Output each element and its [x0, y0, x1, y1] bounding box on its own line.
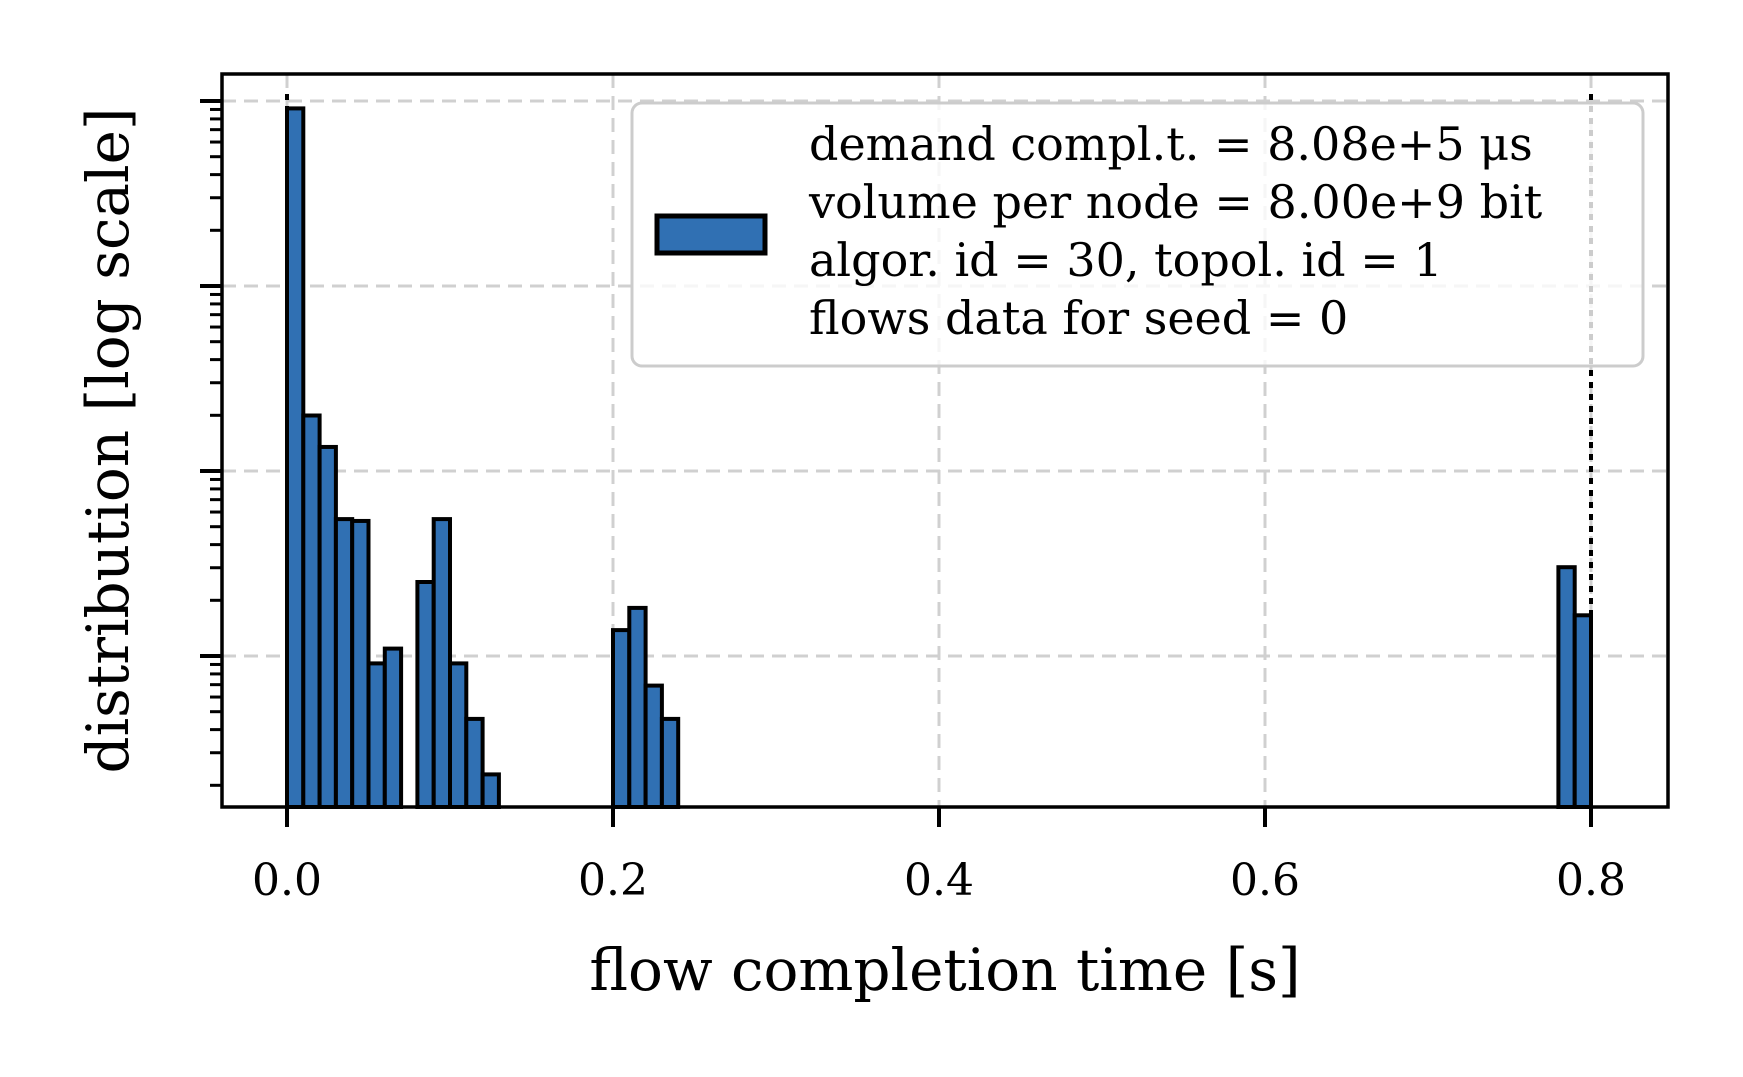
histogram-bar [1556, 565, 1577, 810]
y-axis-ticks [200, 99, 222, 787]
legend-entry: demand compl.t. = 8.08e+5 μs [809, 117, 1533, 171]
histogram-bar [611, 628, 632, 809]
histogram-bar [448, 661, 469, 810]
legend-entry: volume per node = 8.00e+9 bit [808, 175, 1543, 229]
histogram-bar [480, 772, 501, 810]
x-tick-label: 0.2 [578, 855, 648, 906]
legend-swatch [654, 213, 768, 256]
x-tick-label: 0.4 [904, 855, 974, 906]
legend: demand compl.t. = 8.08e+5 μs volume per … [630, 101, 1645, 368]
x-tick-label: 0.8 [1556, 855, 1626, 906]
legend-entry: flows data for seed = 0 [809, 291, 1348, 345]
histogram-bar [1572, 613, 1593, 809]
x-axis-title: flow completion time [s] [589, 936, 1300, 1004]
histogram-bar [333, 517, 355, 809]
histogram-bar [350, 518, 371, 809]
histogram-bar [627, 605, 648, 810]
histogram-bar [301, 413, 322, 809]
histogram-bar [285, 106, 306, 809]
histogram-bar [415, 580, 436, 809]
histogram-bar [366, 661, 387, 810]
x-axis-ticks: 0.0 0.2 0.4 0.6 0.8 [252, 807, 1626, 906]
histogram-bar [431, 517, 453, 809]
histogram-bar [317, 444, 338, 809]
histogram-bar [464, 716, 485, 810]
histogram-bars [285, 106, 1593, 810]
x-tick-label: 0.0 [252, 855, 322, 906]
legend-entry: algor. id = 30, topol. id = 1 [809, 233, 1443, 287]
x-tick-label: 0.6 [1230, 855, 1300, 906]
histogram-bar [659, 716, 681, 810]
legend-frame [630, 101, 1645, 368]
plot-frame [220, 72, 1670, 809]
histogram-bar [643, 683, 664, 809]
histogram-bar [382, 646, 404, 809]
y-axis-title: distribution [log scale] [74, 107, 142, 773]
